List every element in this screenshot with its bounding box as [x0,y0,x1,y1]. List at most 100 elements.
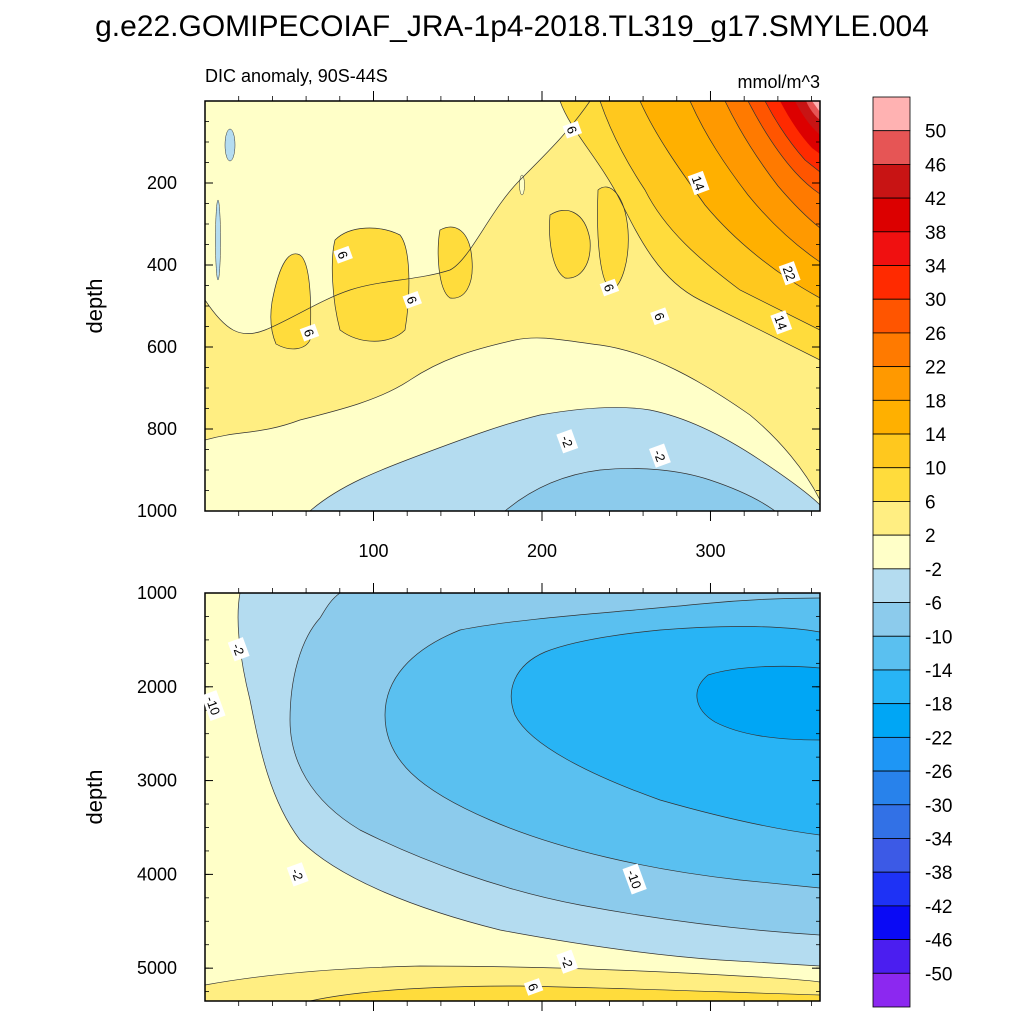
top-contour-label: 6 [650,307,670,326]
colorbar-swatch [872,96,911,132]
top-contour-label-bg [556,429,579,454]
colorbar-label: -18 [925,695,952,716]
colorbar-label: 14 [925,425,947,446]
colorbar-swatch [872,231,911,266]
top-contour-label: 14 [687,170,710,196]
top-ytick-label: 200 [147,173,177,193]
top-pocket-1 [270,253,311,349]
top-contour-label: -2 [556,429,579,454]
colorbar-label: -22 [925,728,952,749]
colorbar-label: -26 [925,762,952,783]
bottom-contour-label-bg [622,863,647,895]
colorbar-label: 30 [925,290,946,311]
bottom-contour-label-text: -2 [229,641,247,657]
top-contour-label: 22 [778,261,801,286]
colorbar-swatch [872,332,911,368]
top-contour-label-text: 6 [601,282,618,294]
colorbar-label: -30 [925,796,952,817]
top-contour-label-bg [402,291,422,309]
colorbar-swatch [872,467,911,502]
top-contour-label: 6 [599,278,620,297]
colorbar-swatch [872,939,911,974]
top-contour-label-text: 6 [403,294,420,306]
top-axis-ticks: 200 400 600 800 1000 100 200 300 [137,91,820,561]
colorbar-swatch [872,164,911,199]
colorbar-swatch [872,736,911,772]
bottom-contour-label-text: -10 [624,868,645,891]
colorbar-swatch [872,804,911,839]
top-contour-label: 6 [299,323,320,342]
colorbar-swatch [872,703,911,738]
top-contour-label-bg [648,443,671,468]
top-contour-label: 14 [770,310,793,335]
bottom-contour-label: -2 [556,949,579,974]
colorbar-label: 22 [925,358,946,379]
colorbar-swatch [872,130,911,165]
top-contour-label-text: 6 [301,327,318,339]
bottom-field [205,593,820,1001]
bottom-contour-label: -2 [227,637,250,662]
colorbar-label: -34 [925,829,953,850]
colorbar-label: 10 [925,459,946,480]
top-contour-label-text: -2 [650,448,668,464]
bottom-contour-label-text: -10 [203,694,224,717]
colorbar-swatch [872,669,911,705]
colorbar-swatch [872,265,911,300]
colorbar-label: 6 [925,492,936,513]
bottom-ytick-label: 4000 [137,864,177,884]
top-blue-medium [505,468,775,511]
top-xtick-label: 300 [695,541,725,561]
top-xtick-label: 100 [358,541,388,561]
bottom-ytick-label: 5000 [137,958,177,978]
top-panel: DIC anomaly, 90S-44S mmol/m^3 [82,66,821,561]
colorbar-label: -10 [925,627,952,648]
colorbar-label: -6 [925,594,942,615]
bottom-yellow-6 [310,986,820,1001]
top-contour-label: 6 [333,245,353,264]
bottom-blue-18 [696,666,820,740]
colorbar-swatch [872,197,911,233]
top-contour-label-bg [650,307,670,326]
top-ytick-label: 600 [147,337,177,357]
top-speck-1 [224,128,236,162]
colorbar-swatch [872,433,911,469]
bottom-contour-label-bg [286,862,309,887]
top-xtick-label: 200 [527,541,557,561]
colorbar-swatch [872,871,911,907]
top-contour-label-text: 6 [651,310,668,322]
top-contour-label-bg [333,245,353,264]
colorbar-label: -46 [925,931,952,952]
colorbar-label: -50 [925,964,952,985]
bottom-contour-label: 6 [523,978,544,996]
bottom-panel: 1000 2000 3000 4000 5000 -2 -10 -2 -10 -2 6 depth [82,583,821,1011]
colorbar-label: 34 [925,257,947,278]
top-warm-50 [812,101,820,112]
bottom-contour-label-bg [556,949,579,974]
figure-title: g.e22.GOMIPECOIAF_JRA-1p4-2018.TL319_g17… [95,10,929,43]
colorbar-swatch [872,905,911,940]
bottom-contour-label-bg [227,637,250,662]
colorbar-label: 2 [925,526,936,547]
colorbar-swatch [872,399,911,435]
top-speck-2 [215,199,221,281]
colorbar-swatch [872,838,911,873]
top-ytick-label: 400 [147,255,177,275]
colorbar-label: 26 [925,324,946,345]
top-contour-label-bg [770,310,793,335]
bottom-contour-label-bg [523,978,544,996]
colorbar-swatch [872,366,911,401]
colorbar: 50 46 42 38 34 30 26 22 18 14 10 6 2 -2 -6 -10 -14 -18 -22… [872,96,953,1008]
bottom-axis-ticks: 1000 2000 3000 4000 5000 [137,583,820,1011]
top-contour-label: -2 [648,443,671,468]
top-contour-label: 6 [402,291,422,309]
colorbar-swatch [872,972,911,1008]
top-contour-label-text: 14 [771,313,790,332]
colorbar-swatch [872,770,911,806]
top-ylabel: depth [82,278,107,333]
colorbar-label: -2 [925,560,942,581]
top-contour-lines [205,101,820,511]
colorbar-label: 50 [925,122,946,143]
top-contour-label-text: 6 [564,124,581,136]
